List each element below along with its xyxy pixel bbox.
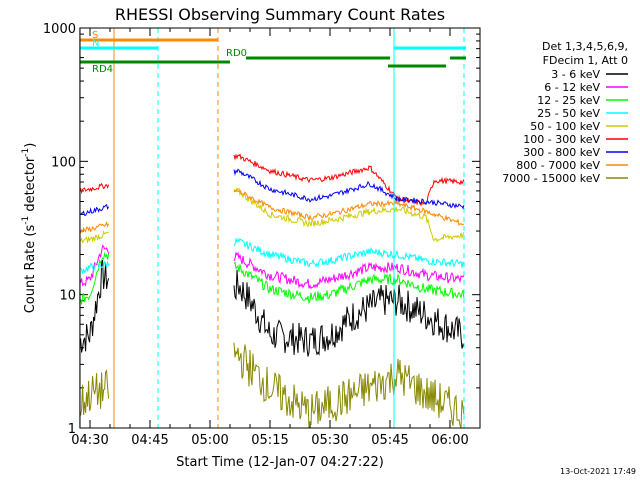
- footer-date: 13-Oct-2021 17:49: [560, 467, 636, 476]
- x-tick-label: 06:00: [431, 433, 468, 448]
- flag-bar-label: S: [92, 30, 98, 41]
- legend-label: 7000 - 15000 keV: [502, 172, 600, 185]
- x-tick-label: 04:30: [71, 433, 108, 448]
- chart-title: RHESSI Observing Summary Count Rates: [115, 5, 445, 24]
- series-line-0-seg1: [233, 269, 465, 357]
- legend-label: 12 - 25 keV: [537, 94, 600, 107]
- series-line-8-seg0: [80, 369, 110, 416]
- legend-label: 6 - 12 keV: [544, 81, 600, 94]
- flag-bar-label: N: [92, 38, 99, 49]
- series-line-3-seg0: [80, 260, 110, 275]
- legend-label: 25 - 50 keV: [537, 107, 600, 120]
- x-tick-label: 05:15: [251, 433, 288, 448]
- series-line-2-seg1: [233, 261, 465, 305]
- series-line-7-seg1: [233, 189, 465, 227]
- legend-header-line2: FDecim 1, Att 0: [543, 54, 628, 67]
- series-line-4-seg1: [233, 187, 465, 243]
- legend-label: 3 - 6 keV: [551, 68, 600, 81]
- y-axis-label: Count Rate (s-1 detector-1): [21, 143, 38, 314]
- legend-header-line1: Det 1,3,4,5,6,9,: [542, 40, 628, 53]
- series-line-6-seg0: [80, 203, 110, 216]
- series-line-1-seg0: [80, 244, 110, 287]
- plot-frame: [79, 27, 481, 429]
- x-axis-label: Start Time (12-Jan-07 04:27:22): [176, 455, 384, 470]
- flag-bar-label: RD0: [226, 48, 247, 59]
- series-line-4-seg0: [80, 230, 109, 244]
- series-line-5-seg0: [80, 182, 110, 195]
- series-line-8-seg1: [233, 342, 465, 429]
- flag-bar-label: RD4: [92, 64, 113, 75]
- y-tick-label: 1000: [43, 22, 76, 37]
- y-tick-label: 10: [59, 289, 76, 304]
- y-tick-label: 100: [51, 155, 76, 170]
- series-line-0-seg0: [80, 259, 110, 353]
- series-line-3-seg1: [233, 237, 465, 269]
- legend-label: 800 - 7000 keV: [516, 159, 600, 172]
- x-tick-label: 05:30: [311, 433, 348, 448]
- series-line-7-seg0: [80, 220, 110, 234]
- legend-label: 50 - 100 keV: [530, 120, 600, 133]
- x-tick-label: 04:45: [131, 433, 168, 448]
- legend-label: 100 - 300 keV: [523, 133, 600, 146]
- x-tick-label: 05:45: [371, 433, 408, 448]
- legend-label: 300 - 800 keV: [523, 146, 600, 159]
- series-line-6-seg1: [233, 168, 465, 210]
- x-tick-label: 05:00: [191, 433, 228, 448]
- y-tick-label: 1: [68, 422, 76, 437]
- series-line-1-seg1: [233, 251, 465, 290]
- series-line-5-seg1: [233, 153, 465, 207]
- series-line-2-seg0: [80, 251, 110, 305]
